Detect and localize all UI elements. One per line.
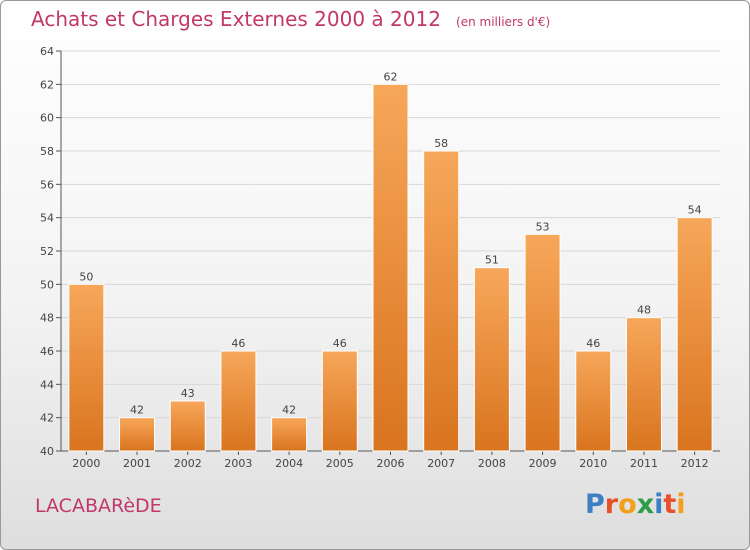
logo-letter: i	[676, 489, 686, 520]
bar-2007	[423, 150, 460, 452]
bar-2001	[119, 417, 156, 452]
bar-2003	[220, 350, 257, 452]
y-tick-label: 54	[40, 212, 54, 225]
logo-letter: o	[618, 489, 637, 520]
y-tick-label: 56	[40, 178, 54, 191]
data-label-2004: 42	[282, 404, 296, 417]
y-tick-label: 60	[40, 112, 54, 125]
x-tick-label-2002: 2002	[174, 457, 202, 470]
bar-2000	[68, 283, 105, 452]
x-tick-label-2003: 2003	[224, 457, 252, 470]
bar-2005	[321, 350, 358, 452]
y-tick-label: 62	[40, 78, 54, 91]
data-label-2012: 54	[688, 204, 702, 217]
y-tick-label: 46	[40, 345, 54, 358]
data-label-2008: 51	[485, 254, 499, 267]
data-label-2006: 62	[384, 70, 398, 83]
y-tick-label: 64	[40, 45, 54, 58]
title-row: Achats et Charges Externes 2000 à 2012 (…	[31, 7, 550, 31]
bar-2012	[676, 217, 713, 452]
y-tick-label: 58	[40, 145, 54, 158]
x-tick-label-2008: 2008	[478, 457, 506, 470]
logo-letter: x	[636, 489, 655, 520]
x-tick-label-2006: 2006	[377, 457, 405, 470]
bar-2010	[575, 350, 612, 452]
logo-letter: t	[663, 489, 677, 520]
y-tick-label: 40	[40, 445, 54, 458]
data-label-2003: 46	[231, 337, 245, 350]
data-label-2000: 50	[79, 270, 93, 283]
data-label-2010: 46	[586, 337, 600, 350]
data-labels: 50 42 43 46 42 46 62 58 51 53 46 48 54	[79, 70, 701, 416]
y-tick-label: 48	[40, 312, 54, 325]
logo-letter: r	[604, 489, 619, 520]
y-tick-label: 42	[40, 412, 54, 425]
x-tick-label-2004: 2004	[275, 457, 303, 470]
logo-letter: i	[654, 489, 664, 520]
proxiti-logo: Proxiti	[585, 489, 686, 520]
data-label-2001: 42	[130, 404, 144, 417]
bar-2008	[473, 267, 510, 452]
bars	[68, 83, 713, 452]
x-tick-label-2001: 2001	[123, 457, 151, 470]
x-tick-label-2011: 2011	[630, 457, 658, 470]
bar-2002	[169, 400, 206, 452]
chart-title: Achats et Charges Externes 2000 à 2012	[31, 7, 441, 31]
data-label-2011: 48	[637, 304, 651, 317]
x-tick-label-2005: 2005	[326, 457, 354, 470]
x-tick-label-2010: 2010	[579, 457, 607, 470]
x-tick-label-2012: 2012	[681, 457, 709, 470]
data-label-2009: 53	[536, 220, 550, 233]
axes: 40 42 44 46 48 50 52 54 56 58 60 62 64 2000 2001 2002 20…	[40, 45, 720, 470]
y-tick-label: 44	[40, 378, 54, 391]
data-label-2002: 43	[181, 387, 195, 400]
x-tick-label-2007: 2007	[427, 457, 455, 470]
bar-2006	[372, 83, 409, 452]
logo-letter: P	[585, 489, 605, 520]
bar-2004	[271, 417, 308, 452]
y-tick-label: 50	[40, 278, 54, 291]
bar-2009	[524, 233, 561, 452]
chart-subtitle: (en milliers d'€)	[456, 15, 551, 29]
data-label-2005: 46	[333, 337, 347, 350]
x-tick-label-2009: 2009	[529, 457, 557, 470]
town-name: LACABARèDE	[35, 495, 162, 517]
x-tick-label-2000: 2000	[72, 457, 100, 470]
data-label-2007: 58	[434, 137, 448, 150]
y-tick-label: 52	[40, 245, 54, 258]
bar-2011	[625, 317, 662, 452]
